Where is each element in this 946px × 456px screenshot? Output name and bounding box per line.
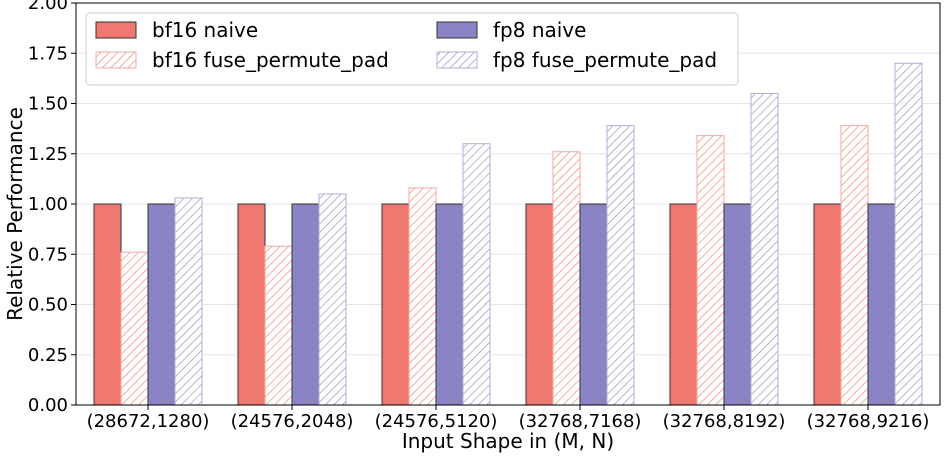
bar: [381, 203, 410, 406]
x-tick-label: (24576,5120): [375, 411, 498, 432]
bar: [606, 125, 635, 406]
bar: [894, 62, 923, 406]
y-tick-label: 1.25: [28, 144, 68, 165]
x-tick-label: (32768,9216): [807, 411, 930, 432]
legend-label: fp8 fuse_permute_pad: [493, 48, 717, 72]
legend: bf16 naive bf16 fuse_permute_pad fp8 naive…: [85, 12, 739, 86]
bars: [93, 62, 923, 406]
bar: [174, 197, 203, 406]
bar: [408, 187, 437, 406]
plot-frame: [75, 2, 941, 406]
bar: [813, 203, 842, 406]
y-tick-label: 1.00: [28, 194, 68, 215]
bar: [840, 125, 869, 406]
bar: [669, 203, 698, 406]
y-tick-label: 0.50: [28, 295, 68, 316]
legend-box: [85, 12, 739, 86]
bar: [723, 203, 752, 406]
bar: [579, 203, 608, 406]
bar: [237, 203, 266, 406]
y-tick-label: 1.75: [28, 43, 68, 64]
legend-label: bf16 fuse_permute_pad: [152, 48, 389, 72]
bar: [147, 203, 176, 406]
legend-swatch: [436, 21, 478, 39]
bar: [291, 203, 320, 406]
y-tick-label: 0.75: [28, 244, 68, 265]
legend-label: bf16 naive: [152, 18, 258, 42]
x-tick-label: (32768,7168): [519, 411, 642, 432]
y-axis-label: Relative Performance: [3, 107, 27, 321]
bar: [93, 203, 122, 406]
axes: [71, 2, 941, 410]
tick-labels: 0.00 0.25 0.50 0.75 1.00 1.25 1.50 1.75 2.00 (286…: [28, 0, 930, 432]
legend-swatch: [95, 21, 137, 39]
y-tick-label: 0.25: [28, 345, 68, 366]
bar: [264, 245, 293, 406]
bar: [696, 135, 725, 406]
bar: [120, 251, 149, 406]
bar: [318, 193, 347, 406]
x-axis-label: Input Shape in (M, N): [402, 429, 614, 453]
legend-swatch: [95, 51, 137, 69]
bar: [552, 151, 581, 406]
y-tick-label: 0.00: [28, 395, 68, 416]
bar: [867, 203, 896, 406]
x-tick-label: (28672,1280): [87, 411, 210, 432]
x-tick-label: (32768,8192): [663, 411, 786, 432]
bar: [525, 203, 554, 406]
legend-swatch: [436, 51, 478, 69]
bar: [435, 203, 464, 406]
bar: [462, 143, 491, 406]
y-tick-label: 1.50: [28, 94, 68, 115]
y-tick-label: 2.00: [28, 0, 68, 14]
legend-label: fp8 naive: [493, 18, 586, 42]
x-tick-label: (24576,2048): [231, 411, 354, 432]
bar: [750, 92, 779, 406]
